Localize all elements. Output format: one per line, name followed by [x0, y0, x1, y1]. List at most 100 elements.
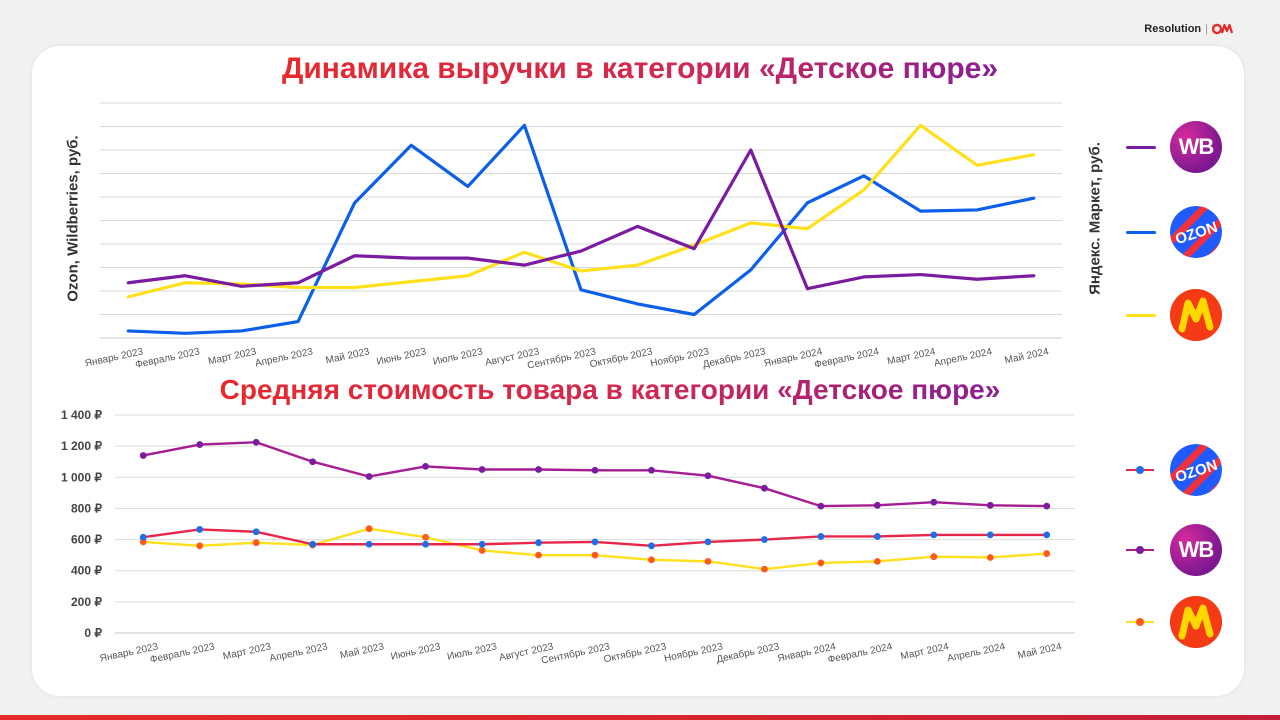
price-x-tick-label: Май 2023 — [339, 641, 385, 661]
price-point-yandex — [930, 553, 938, 561]
price-x-tick-label: Октябрь 2023 — [603, 640, 668, 665]
price-point-wildberries — [817, 502, 825, 510]
price-point-ozon — [930, 531, 938, 539]
price-point-ozon — [817, 533, 825, 540]
price-x-tick-label: Май 2024 — [1017, 641, 1063, 661]
price-x-tick-label: Март 2024 — [900, 641, 951, 662]
revenue-x-tick-label: Февраль 2024 — [813, 346, 880, 371]
price-point-wildberries — [986, 501, 994, 509]
price-point-yandex — [986, 554, 994, 561]
revenue-x-tick-label: Февраль 2023 — [134, 346, 201, 371]
price-x-tick-label: Февраль 2023 — [149, 641, 216, 666]
price-point-wildberries — [309, 458, 317, 466]
revenue-x-tick-label: Март 2024 — [886, 346, 937, 367]
price-point-wildberries — [591, 466, 599, 474]
price-point-wildberries — [139, 452, 147, 459]
price-point-wildberries — [704, 472, 712, 480]
price-point-ozon — [309, 540, 317, 548]
price-point-yandex — [648, 556, 655, 564]
ozon-logo-icon: OZON — [1170, 444, 1222, 496]
price-x-tick-label: Апрель 2023 — [269, 641, 329, 664]
price-y-tick-label: 1 000 ₽ — [61, 470, 102, 484]
price-point-ozon — [591, 538, 599, 546]
price-y-tick-label: 200 ₽ — [71, 595, 102, 609]
price-point-ozon — [986, 531, 994, 539]
legend-line-swatch — [1126, 231, 1156, 234]
content-card — [32, 46, 1244, 696]
price-point-yandex — [365, 525, 373, 533]
legend-marker-swatch — [1136, 618, 1144, 626]
bottom-accent-bar — [0, 715, 1280, 720]
price-point-yandex — [535, 551, 542, 559]
price-point-ozon — [252, 528, 260, 536]
revenue-x-tick-label: Апрель 2024 — [933, 346, 993, 369]
revenue-chart-title: Динамика выручки в категории «Детское пю… — [281, 52, 999, 85]
price-series-wildberries — [143, 441, 1047, 508]
legend-item-yandex — [1120, 592, 1230, 652]
price-point-ozon — [196, 526, 204, 533]
yandex-market-logo-icon — [1170, 596, 1222, 648]
revenue-x-tick-label: Июнь 2023 — [376, 346, 428, 367]
revenue-x-tick-label: Июль 2023 — [432, 346, 484, 367]
price-point-wildberries — [930, 498, 938, 506]
revenue-x-tick-label: Май 2023 — [325, 346, 371, 366]
price-point-ozon — [873, 533, 881, 540]
legend-item-wildberries: WB — [1120, 117, 1230, 177]
price-point-ozon — [704, 538, 712, 546]
legend-item-yandex — [1120, 285, 1230, 345]
price-point-yandex — [591, 551, 599, 559]
price-point-yandex — [873, 557, 881, 565]
price-point-ozon — [761, 536, 768, 543]
price-point-yandex — [422, 533, 429, 541]
price-point-yandex — [704, 557, 712, 565]
price-point-wildberries — [761, 484, 768, 492]
price-point-wildberries — [478, 466, 486, 473]
price-point-yandex — [817, 559, 825, 567]
price-point-wildberries — [648, 466, 655, 474]
price-y-tick-label: 800 ₽ — [71, 501, 102, 515]
price-point-ozon — [1043, 531, 1051, 539]
price-point-yandex — [139, 538, 147, 546]
revenue-x-tick-label: Март 2023 — [207, 346, 258, 367]
price-point-ozon — [139, 533, 147, 541]
price-point-wildberries — [252, 438, 260, 446]
legend-marker-swatch — [1136, 546, 1144, 554]
yandex-market-logo-icon — [1170, 289, 1222, 341]
price-x-tick-label: Март 2023 — [222, 641, 273, 662]
price-x-tick-label: Декабрь 2023 — [715, 640, 781, 665]
revenue-x-tick-label: Декабрь 2023 — [702, 345, 768, 370]
legend-marker-swatch — [1136, 466, 1144, 474]
revenue-x-tick-label: Ноябрь 2023 — [649, 345, 710, 369]
legend-line-swatch — [1126, 314, 1156, 317]
price-y-tick-label: 400 ₽ — [71, 564, 102, 578]
price-y-tick-label: 0 ₽ — [84, 626, 102, 640]
price-point-ozon — [422, 540, 429, 548]
price-x-tick-label: Февраль 2024 — [827, 641, 894, 666]
price-x-tick-label: Июль 2023 — [446, 641, 498, 662]
legend-line-swatch — [1126, 146, 1156, 149]
revenue-series-yandex — [126, 123, 1036, 299]
price-point-wildberries — [873, 501, 881, 509]
revenue-x-tick-label: Апрель 2023 — [254, 346, 314, 369]
brand-logo-icon — [1212, 23, 1234, 35]
price-point-yandex — [761, 565, 768, 573]
price-point-ozon — [478, 540, 486, 548]
price-x-tick-label: Апрель 2024 — [946, 641, 1006, 664]
legend-item-ozon: OZON — [1120, 440, 1230, 500]
price-point-wildberries — [422, 462, 429, 470]
ozon-logo-icon: OZON — [1170, 206, 1222, 258]
price-point-yandex — [1043, 550, 1051, 557]
legend-item-ozon: OZON — [1120, 202, 1230, 262]
revenue-series-ozon — [126, 123, 1036, 335]
legend-item-wildberries: WB — [1120, 520, 1230, 580]
revenue-x-tick-label: Май 2024 — [1004, 346, 1050, 366]
price-point-ozon — [535, 539, 542, 547]
price-x-tick-label: Ноябрь 2023 — [663, 640, 724, 664]
price-point-yandex — [252, 539, 260, 547]
price-point-ozon — [365, 540, 373, 548]
price-y-tick-label: 1 400 ₽ — [61, 408, 102, 422]
price-point-wildberries — [535, 466, 542, 473]
price-point-wildberries — [196, 441, 204, 448]
wb-logo-icon: WB — [1170, 524, 1222, 576]
